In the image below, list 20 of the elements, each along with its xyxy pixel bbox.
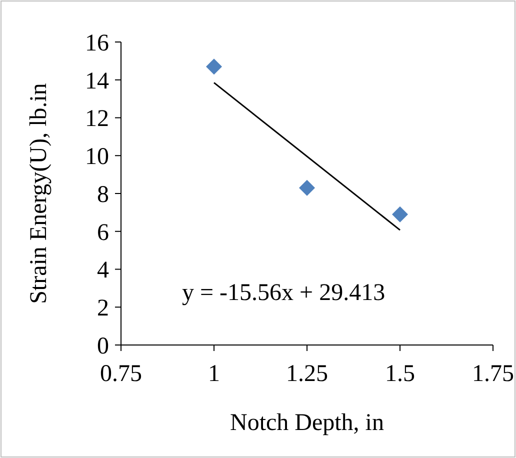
x-tick-label: 1.25 — [286, 361, 328, 387]
point — [299, 180, 315, 196]
y-tick-label: 14 — [85, 68, 109, 94]
point — [392, 206, 408, 222]
y-tick-label: 4 — [97, 258, 109, 284]
y-tick-label: 0 — [97, 333, 109, 360]
point — [206, 58, 222, 75]
y-tick-label: 10 — [85, 144, 109, 170]
y-tick-label: 16 — [85, 30, 109, 56]
y-tick-label: 12 — [85, 106, 109, 132]
x-tick-label: 0.75 — [100, 361, 142, 387]
x-tick-label: 1 — [208, 361, 220, 387]
annotation: y = -15.56x + 29.413 — [182, 280, 386, 306]
x-tick-label: 1.5 — [385, 361, 415, 387]
y-axis-title: Strain Energy(U), lb.in — [26, 83, 52, 304]
y-tick-label: 8 — [97, 182, 109, 208]
x-tick-label: 1.75 — [472, 361, 514, 387]
x-axis-title: Notch Depth, in — [230, 410, 384, 436]
y-tick-label: 2 — [97, 296, 109, 322]
y-tick-label: 6 — [97, 220, 109, 246]
